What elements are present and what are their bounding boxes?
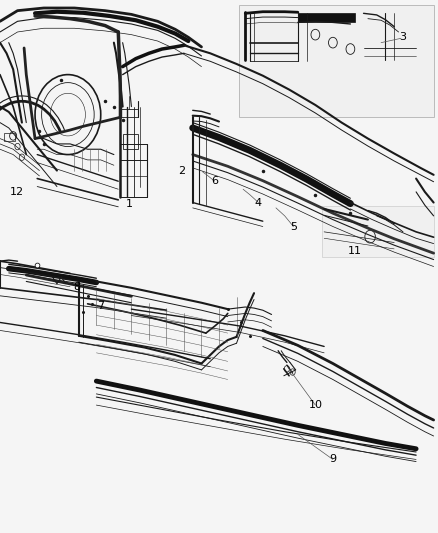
Text: 11: 11: [348, 246, 362, 255]
Text: 9: 9: [329, 455, 336, 464]
Text: 8: 8: [73, 282, 80, 292]
Text: 7: 7: [97, 302, 104, 311]
Bar: [4, 133, 15, 141]
Text: 3: 3: [399, 33, 406, 42]
Bar: [123, 134, 138, 149]
Bar: [239, 5, 434, 117]
Text: 1: 1: [126, 199, 133, 209]
Text: 6: 6: [211, 176, 218, 186]
Bar: [298, 13, 355, 22]
Text: 12: 12: [10, 187, 24, 197]
Text: 2: 2: [178, 166, 185, 175]
Text: 5: 5: [290, 222, 297, 231]
Bar: [322, 206, 434, 257]
Text: 4: 4: [255, 198, 262, 207]
Text: 10: 10: [308, 400, 322, 410]
